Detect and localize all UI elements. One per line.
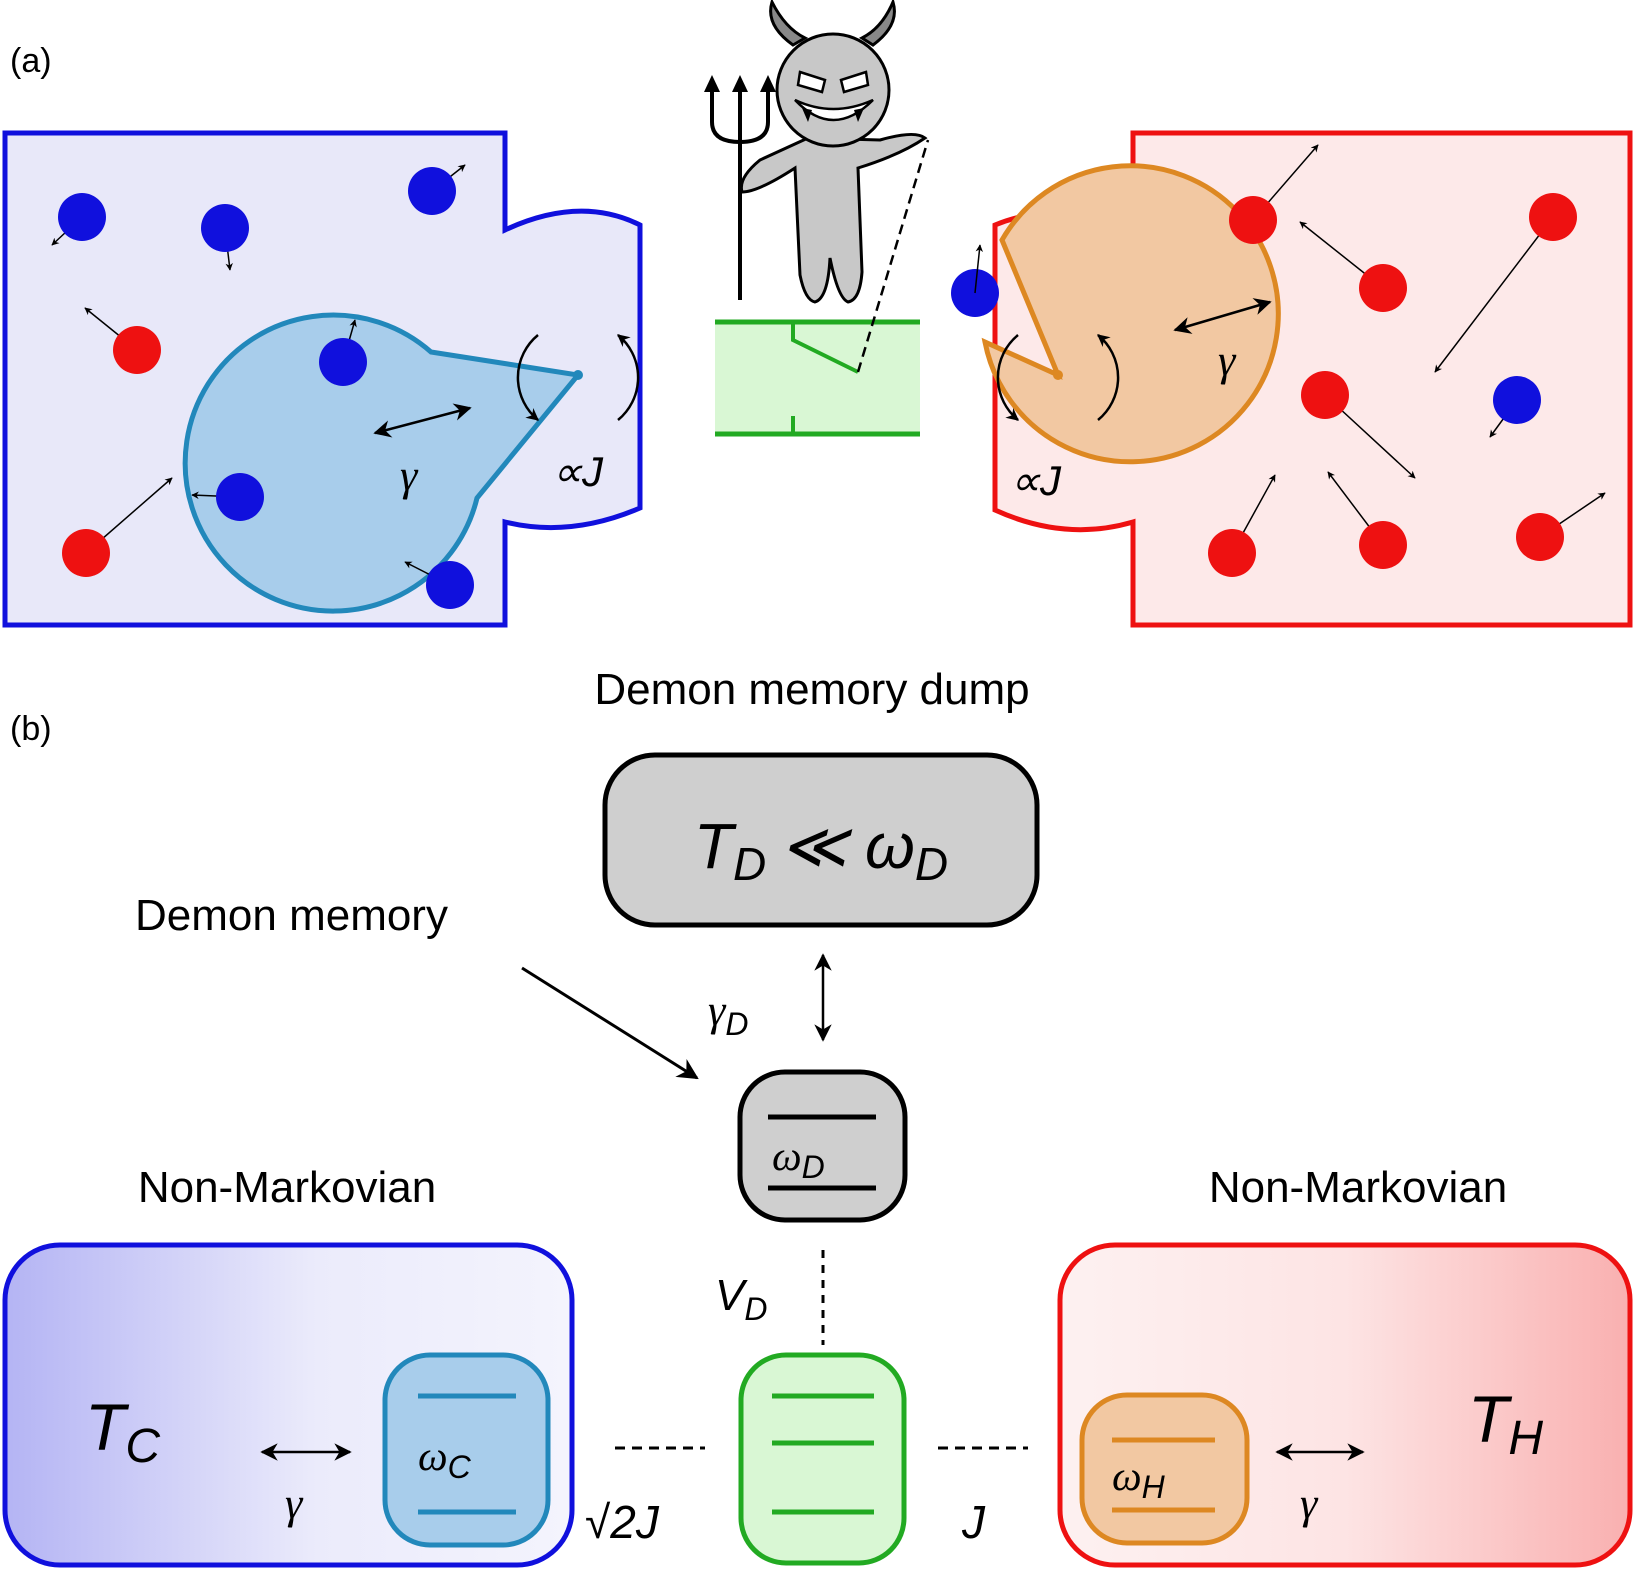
omega-d-label: ω [772,1134,802,1180]
t-c-label: T [85,1390,130,1464]
dump-omega-sub: D [915,838,948,890]
v-d-label: V [715,1271,748,1320]
cold-qubit-box: ωC [382,1352,551,1548]
j-label: J [961,1496,986,1548]
cold-gamma-arrow [373,403,472,438]
svg-text:ωD: ωD [772,1134,825,1185]
middle-channel [715,139,930,437]
v-d-sub: D [744,1291,767,1327]
demon-memory-dump-box: TD ≪ ωD [602,752,1040,928]
panel-b-label: (b) [10,710,52,748]
demon-qubit-box: ωD [737,1069,908,1223]
sqrt2j-label: √2J [585,1496,660,1548]
middle-qutrit-box [738,1352,907,1566]
svg-text:TC: TC [85,1390,160,1473]
cold-bath-gamma: γ [285,1479,304,1528]
omega-c-label: ω [418,1434,448,1480]
demon-memory-label: Demon memory [135,891,448,940]
hot-gamma-arrow [1173,298,1272,334]
cold-bath-title: Non-Markovian [138,1163,436,1212]
svg-text:VD: VD [715,1271,767,1327]
hot-particles [951,144,1606,577]
t-c-sub: C [125,1420,160,1473]
hot-bath-gamma: γ [1300,1479,1319,1528]
svg-text:TD≪ ωD: TD ≪ ωD [694,810,948,890]
hot-gamma-label: γ [1218,336,1237,385]
svg-text:TH: TH [1468,1382,1543,1465]
cold-coupling-label: ∝J [552,448,604,495]
dump-t: T [694,810,737,882]
panel-a-label: (a) [10,42,52,80]
hot-bath-title: Non-Markovian [1209,1163,1507,1212]
omega-h-sub: H [1142,1469,1166,1505]
gamma-d-label: γ [708,986,727,1035]
hot-coupling-label: ∝J [1010,457,1062,504]
gamma-d-sub: D [725,1006,748,1042]
cold-particles [51,164,474,609]
hot-qubit-wheel: ∝J [981,163,1281,504]
dump-t-sub: D [733,838,766,890]
t-h-label: T [1468,1382,1513,1456]
devil-icon [739,0,928,304]
svg-text:ωC: ωC [418,1434,472,1485]
omega-c-sub: C [448,1449,472,1485]
omega-d-sub: D [802,1149,825,1185]
demon-memory-arrow [521,966,699,1080]
cold-gamma-label: γ [400,451,419,500]
t-h-sub: H [1508,1412,1543,1465]
omega-h-label: ω [1112,1454,1142,1500]
dump-title: Demon memory dump [594,665,1029,714]
dump-relation: ≪ ω [780,810,915,882]
svg-text:γD: γD [708,986,748,1042]
svg-text:ωH: ωH [1112,1454,1166,1505]
cold-qubit-wheel: ∝J [182,312,640,614]
trident-icon [704,75,776,300]
hot-qubit-box: ωH [1079,1392,1250,1546]
